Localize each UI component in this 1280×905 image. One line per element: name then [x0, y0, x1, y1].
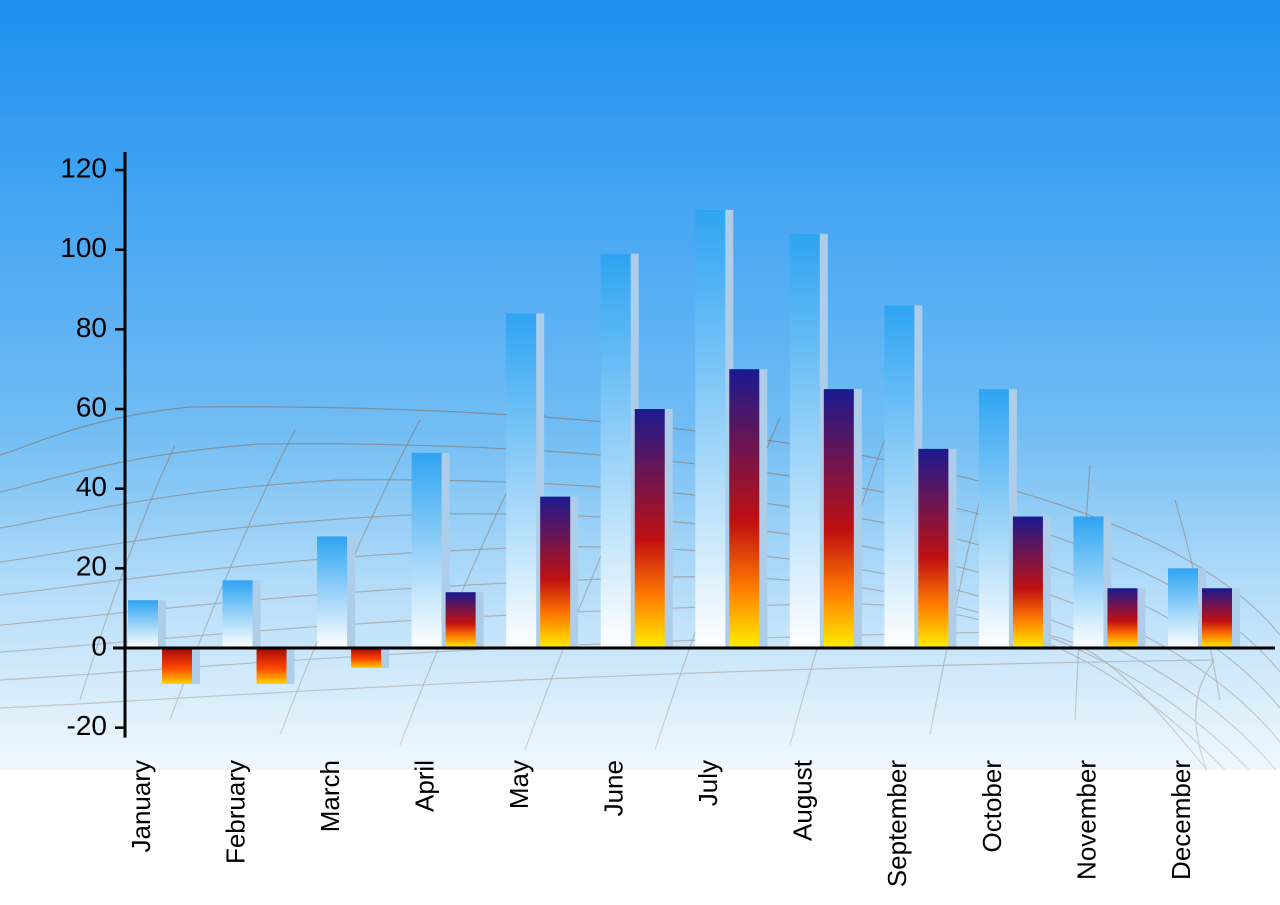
bar-series-b	[824, 389, 854, 648]
x-tick-label: March	[315, 760, 345, 832]
bar-series-a	[317, 536, 347, 648]
y-tick-label: -20	[67, 710, 107, 741]
y-tick-label: 60	[76, 391, 107, 422]
bar-series-a	[412, 453, 442, 648]
bar-series-a	[128, 600, 158, 648]
bar-series-a	[601, 254, 631, 648]
y-tick-label: 120	[60, 152, 107, 183]
x-tick-label: February	[220, 760, 250, 864]
bar-series-b	[1202, 588, 1232, 648]
x-tick-label: October	[977, 760, 1007, 853]
x-tick-label: November	[1071, 760, 1101, 880]
bar-series-a	[223, 580, 253, 648]
bar-series-b	[1013, 517, 1043, 648]
bar-series-a	[979, 389, 1009, 648]
x-tick-label: April	[410, 760, 440, 812]
x-tick-label: May	[504, 760, 534, 809]
y-tick-label: 40	[76, 471, 107, 502]
x-tick-label: December	[1166, 760, 1196, 880]
bar-series-b	[257, 648, 287, 684]
bar-series-b	[729, 369, 759, 648]
y-tick-label: 100	[60, 232, 107, 263]
x-tick-label: January	[126, 760, 156, 853]
x-tick-label: June	[599, 760, 629, 816]
chart-svg: -20 0 20 40 60 80 100 120 January February March Ap…	[0, 0, 1280, 905]
bar-series-a	[790, 234, 820, 648]
bar-series-b	[351, 648, 381, 668]
chart-root: -20 0 20 40 60 80 100 120 January February March Ap…	[0, 0, 1280, 905]
bar-series-b	[918, 449, 948, 648]
bar-series-a	[884, 305, 914, 648]
bar-series-a	[1168, 568, 1198, 648]
x-tick-label: July	[693, 760, 723, 806]
x-tick-label: September	[882, 760, 912, 888]
bar-series-b	[540, 497, 570, 648]
y-tick-label: 80	[76, 312, 107, 343]
bar-series-a	[695, 210, 725, 648]
y-tick-label: 20	[76, 551, 107, 582]
bar-series-b	[1107, 588, 1137, 648]
x-tick-label: August	[788, 759, 818, 841]
bar-series-a	[506, 313, 536, 648]
bar-series-b	[446, 592, 476, 648]
y-tick-label: 0	[91, 630, 107, 661]
bar-series-b	[162, 648, 192, 684]
bar-series-b	[635, 409, 665, 648]
bar-series-a	[1073, 517, 1103, 648]
